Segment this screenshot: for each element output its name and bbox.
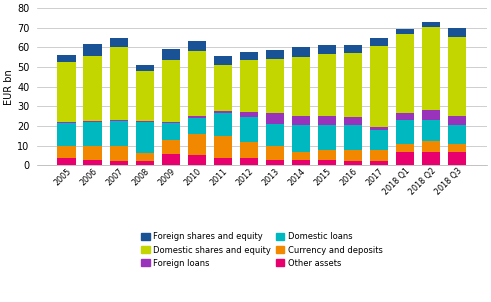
Bar — [109, 47, 128, 120]
Bar — [266, 50, 284, 59]
Bar — [370, 38, 388, 47]
Bar — [83, 121, 102, 122]
Bar — [109, 120, 128, 121]
Bar — [214, 159, 232, 165]
Bar — [83, 56, 102, 121]
Bar — [240, 112, 258, 117]
Bar — [188, 116, 206, 118]
Bar — [57, 62, 76, 122]
Bar — [396, 29, 414, 34]
Bar — [162, 122, 180, 123]
Bar — [344, 149, 362, 161]
Bar — [318, 125, 336, 149]
Bar — [266, 113, 284, 124]
Bar — [240, 142, 258, 159]
Bar — [240, 52, 258, 60]
Bar — [396, 34, 414, 113]
Bar — [266, 146, 284, 160]
Bar — [57, 123, 76, 146]
Bar — [109, 161, 128, 165]
Bar — [292, 57, 310, 116]
Bar — [422, 120, 440, 141]
Bar — [448, 144, 466, 152]
Legend: Foreign shares and equity, Domestic shares and equity, Foreign loans, Domestic l: Foreign shares and equity, Domestic shar… — [141, 232, 382, 268]
Bar — [136, 71, 154, 121]
Bar — [83, 43, 102, 56]
Bar — [136, 121, 154, 122]
Bar — [188, 156, 206, 165]
Bar — [162, 140, 180, 153]
Bar — [188, 40, 206, 51]
Bar — [109, 38, 128, 47]
Bar — [162, 153, 180, 165]
Bar — [448, 152, 466, 165]
Bar — [422, 152, 440, 165]
Bar — [422, 141, 440, 152]
Bar — [188, 118, 206, 134]
Bar — [370, 47, 388, 127]
Bar — [370, 127, 388, 130]
Bar — [448, 116, 466, 125]
Bar — [188, 134, 206, 156]
Bar — [370, 130, 388, 149]
Bar — [396, 152, 414, 165]
Bar — [266, 124, 284, 146]
Bar — [448, 37, 466, 116]
Bar — [344, 161, 362, 165]
Bar — [136, 161, 154, 165]
Bar — [57, 159, 76, 165]
Bar — [136, 65, 154, 71]
Bar — [318, 160, 336, 165]
Bar — [292, 116, 310, 125]
Bar — [422, 27, 440, 110]
Bar — [214, 65, 232, 111]
Bar — [448, 28, 466, 37]
Bar — [214, 111, 232, 113]
Bar — [292, 160, 310, 165]
Bar — [370, 149, 388, 161]
Y-axis label: EUR bn: EUR bn — [4, 69, 14, 104]
Bar — [344, 53, 362, 117]
Bar — [422, 110, 440, 120]
Bar — [448, 125, 466, 144]
Bar — [396, 113, 414, 120]
Bar — [109, 146, 128, 161]
Bar — [344, 117, 362, 125]
Bar — [57, 55, 76, 62]
Bar — [370, 161, 388, 165]
Bar — [214, 136, 232, 159]
Bar — [57, 122, 76, 123]
Bar — [109, 121, 128, 146]
Bar — [396, 144, 414, 152]
Bar — [57, 146, 76, 159]
Bar — [292, 152, 310, 160]
Bar — [214, 113, 232, 136]
Bar — [344, 46, 362, 53]
Bar — [214, 56, 232, 65]
Bar — [318, 116, 336, 125]
Bar — [318, 54, 336, 116]
Bar — [83, 122, 102, 146]
Bar — [240, 159, 258, 165]
Bar — [422, 22, 440, 27]
Bar — [162, 50, 180, 60]
Bar — [266, 59, 284, 113]
Bar — [240, 60, 258, 112]
Bar — [292, 47, 310, 57]
Bar — [162, 60, 180, 122]
Bar — [344, 125, 362, 149]
Bar — [162, 123, 180, 140]
Bar — [292, 125, 310, 152]
Bar — [83, 146, 102, 160]
Bar — [266, 160, 284, 165]
Bar — [396, 120, 414, 144]
Bar — [318, 44, 336, 54]
Bar — [318, 149, 336, 160]
Bar — [136, 153, 154, 161]
Bar — [83, 160, 102, 165]
Bar — [136, 122, 154, 153]
Bar — [240, 117, 258, 142]
Bar — [188, 51, 206, 116]
